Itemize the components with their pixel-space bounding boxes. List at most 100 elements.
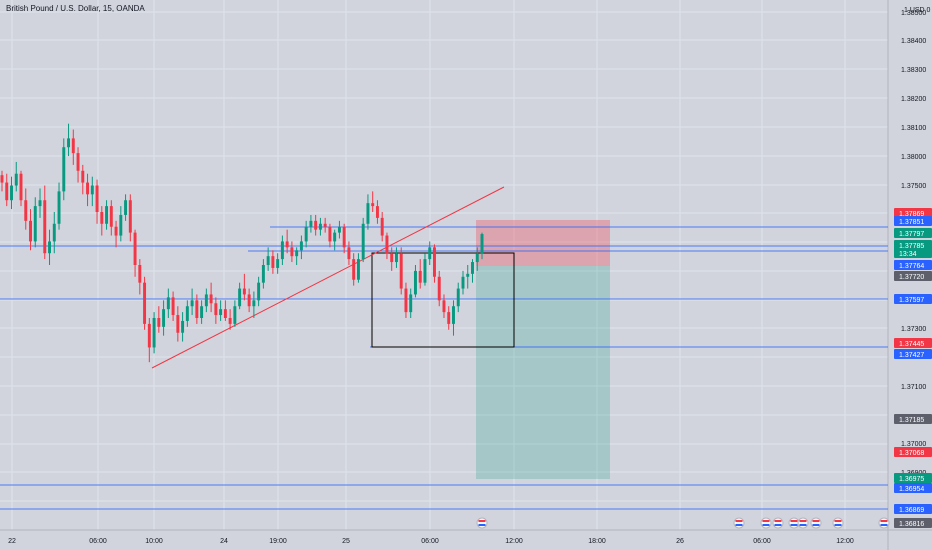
event-icon-stripe (880, 520, 888, 522)
price-badge[interactable]: 1.37851 (894, 216, 932, 226)
price-tick-label: 1.37300 (901, 326, 926, 333)
candle (356, 253, 360, 283)
flag-uk-icon[interactable] (476, 517, 488, 529)
price-tick-label: 1.38300 (901, 67, 926, 74)
price-badge[interactable]: 1.37445 (894, 338, 932, 348)
candle (124, 194, 128, 221)
price-badge-background (894, 271, 932, 281)
candle (29, 209, 32, 251)
trendline[interactable] (151, 186, 505, 369)
take-profit-zone[interactable] (476, 266, 610, 479)
candle-body (409, 294, 413, 313)
event-icon-frame (878, 517, 890, 529)
candle-body (361, 223, 365, 260)
candle-body (166, 297, 170, 310)
candle (399, 247, 403, 295)
candle (242, 273, 246, 301)
candle (128, 194, 132, 242)
event-icon-stripe (762, 524, 770, 526)
candle-body (119, 214, 123, 236)
candle (219, 300, 223, 321)
candle-body (352, 259, 356, 280)
candle (285, 229, 289, 254)
price-badge-label: 1.36975 (899, 476, 924, 483)
candle (238, 282, 242, 310)
candle-body (57, 191, 61, 224)
price-badge-background (894, 518, 932, 528)
candle-body (366, 203, 370, 224)
time-tick-label: 25 (342, 538, 350, 545)
price-badge[interactable]: 1.37597 (894, 294, 932, 304)
candle-body (181, 320, 185, 333)
candle-body (152, 318, 156, 348)
price-badge-label: 1.36869 (899, 507, 924, 514)
candle (171, 291, 175, 321)
candle (81, 164, 85, 195)
candle (309, 214, 313, 233)
flag-us-icon[interactable] (760, 517, 772, 529)
stop-loss-zone[interactable] (476, 220, 610, 266)
price-badge-label: 1.37797 (899, 231, 924, 238)
time-tick-label: 12:00 (836, 538, 854, 545)
candle-body (171, 297, 175, 316)
price-badge[interactable]: 1.36954 (894, 483, 932, 493)
time-tick-label: 26 (676, 538, 684, 545)
candle (200, 300, 204, 324)
candle-body (143, 282, 147, 324)
event-icon-stripe (799, 524, 807, 526)
candle (471, 259, 474, 283)
candle-body (5, 182, 9, 201)
price-badge-background (894, 349, 932, 359)
candle (209, 282, 213, 313)
flag-us-icon[interactable] (832, 517, 844, 529)
candle (371, 191, 375, 212)
currency-label[interactable]: 1 USD 0 (904, 7, 931, 14)
candle-body (304, 226, 308, 242)
symbol-title[interactable]: British Pound / U.S. Dollar, 15, OANDA (6, 4, 145, 13)
time-axis[interactable]: 22 06:00 10:00 24 19:00 25 06:00 12:00 18:00 26 06… (8, 538, 854, 545)
event-icon-frame (733, 517, 745, 529)
flag-us-icon[interactable] (797, 517, 809, 529)
candle-body (371, 203, 375, 207)
flag-uk-icon[interactable] (878, 517, 890, 529)
price-badge[interactable]: 1.37720 (894, 271, 932, 281)
price-badge[interactable]: 1.37185 (894, 414, 932, 424)
horizontal-lines (0, 226, 888, 510)
price-badge[interactable]: 1.37068 (894, 447, 932, 457)
price-axis[interactable]: 1.38500 1.38400 1.38300 1.38200 1.38100 1.380… (901, 10, 926, 477)
candle-body (456, 288, 460, 307)
event-icon-stripe (478, 524, 486, 526)
flag-uk-icon[interactable] (733, 517, 745, 529)
price-badge[interactable]: 1.37764 (894, 260, 932, 270)
price-badge-label: 1.37869 (899, 211, 924, 218)
candle (24, 188, 28, 230)
event-icon-frame (760, 517, 772, 529)
candle (33, 197, 37, 248)
candle (90, 176, 94, 207)
consolidation-box[interactable] (371, 252, 515, 348)
price-badge[interactable]: 1.36816 (894, 518, 932, 528)
candle (342, 223, 346, 254)
candle (394, 247, 398, 268)
price-badge[interactable]: 1.36975 (894, 473, 932, 483)
candle-body (19, 173, 23, 201)
flag-uk-icon[interactable] (810, 517, 822, 529)
candle-body (176, 315, 180, 333)
price-badge[interactable]: 1.37427 (894, 349, 932, 359)
price-badge[interactable]: 1.37869 (894, 208, 932, 218)
candle-body (247, 294, 251, 307)
candle-body (385, 235, 389, 254)
event-icon-stripe (834, 524, 842, 526)
event-icon-stripe (478, 520, 486, 522)
candle (38, 188, 42, 218)
flag-uk-icon[interactable] (788, 517, 800, 529)
event-icon-stripe (812, 520, 820, 522)
price-badge[interactable]: 1.37797 (894, 228, 932, 238)
candle (323, 217, 327, 233)
price-badge[interactable]: 1.36869 (894, 504, 932, 514)
candle-body (394, 253, 398, 263)
candle-body (276, 259, 280, 268)
flag-us-icon[interactable] (772, 517, 784, 529)
